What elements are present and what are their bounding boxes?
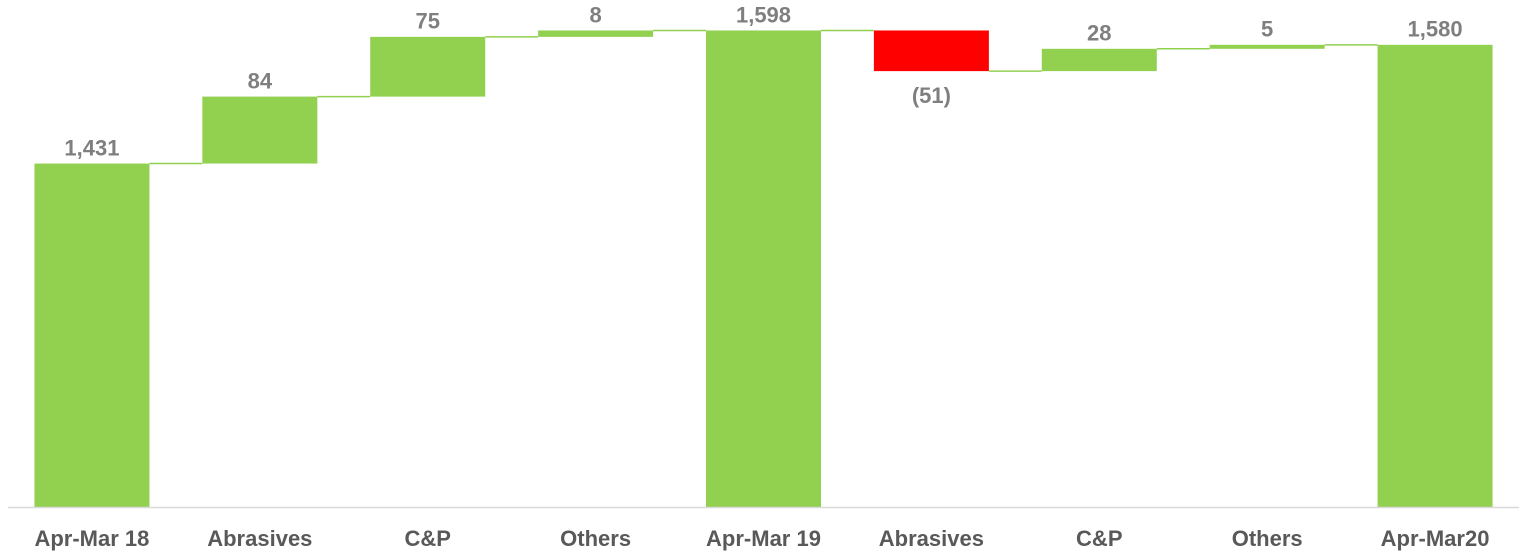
value-label: 1,598 — [736, 2, 791, 27]
x-tick-label: Abrasives — [207, 526, 312, 551]
bar — [34, 163, 150, 507]
x-tick-label: C&P — [404, 526, 450, 551]
value-label: (51) — [912, 83, 951, 108]
bar — [202, 96, 318, 164]
x-tick-label: Apr-Mar20 — [1381, 526, 1490, 551]
value-label: 84 — [248, 68, 273, 93]
x-tick-label: Others — [560, 526, 631, 551]
value-label: 28 — [1087, 21, 1111, 46]
value-label: 1,580 — [1408, 17, 1463, 42]
value-label: 75 — [415, 9, 439, 34]
value-label: 1,431 — [64, 135, 119, 160]
bar — [370, 36, 486, 97]
value-label: 8 — [589, 2, 601, 27]
bar — [1377, 44, 1493, 507]
bar — [1041, 48, 1157, 72]
x-tick-label: Others — [1232, 526, 1303, 551]
x-tick-label: Abrasives — [879, 526, 984, 551]
bar — [538, 30, 654, 37]
x-tick-label: Apr-Mar 19 — [706, 526, 821, 551]
value-label: 5 — [1261, 17, 1273, 42]
x-tick-label: Apr-Mar 18 — [34, 526, 149, 551]
x-tick-label: C&P — [1076, 526, 1122, 551]
bar — [1209, 44, 1325, 49]
bar — [873, 30, 989, 72]
bar — [706, 30, 821, 507]
